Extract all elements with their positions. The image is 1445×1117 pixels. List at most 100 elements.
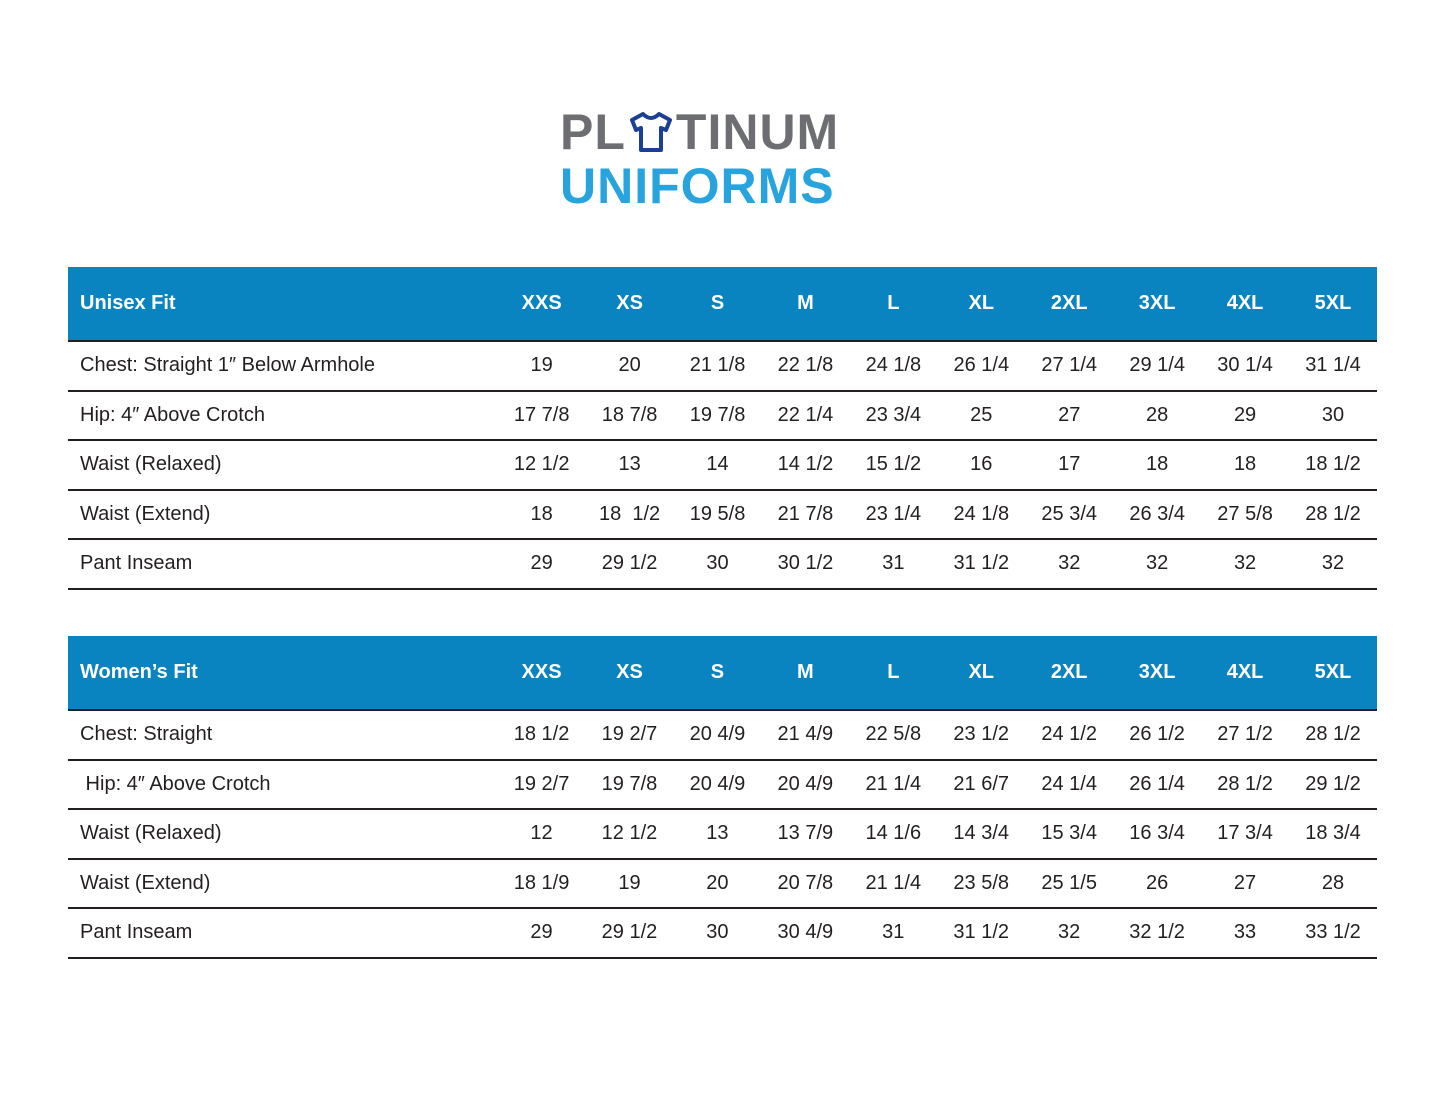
measurement-value: 17 3/4 bbox=[1201, 809, 1290, 860]
measurement-value: 27 1/4 bbox=[1025, 341, 1114, 392]
size-header: 3XL bbox=[1113, 267, 1202, 342]
measurement-label: Chest: Straight bbox=[68, 710, 498, 761]
measurement-value: 20 7/8 bbox=[761, 858, 850, 909]
measurement-value: 29 1/2 bbox=[585, 539, 674, 590]
measurement-value: 31 bbox=[849, 539, 938, 590]
measurement-value: 16 3/4 bbox=[1113, 809, 1202, 860]
measurement-value: 24 1/8 bbox=[937, 489, 1026, 540]
measurement-value: 20 4/9 bbox=[761, 759, 850, 810]
womens-fit-table: Women’s Fit XXS XS S M L XL 2XL 3XL 4XL 5XL Chest: … bbox=[68, 636, 1377, 959]
measurement-value: 32 bbox=[1201, 539, 1290, 590]
logo-line1-end: TINUM bbox=[675, 104, 840, 160]
measurement-value: 24 1/4 bbox=[1025, 759, 1114, 810]
measurement-value: 12 bbox=[497, 809, 586, 860]
measurement-value: 25 bbox=[937, 390, 1026, 441]
measurement-value: 17 7/8 bbox=[497, 390, 586, 441]
measurement-value: 19 5/8 bbox=[673, 489, 762, 540]
measurement-value: 31 1/2 bbox=[937, 539, 1026, 590]
measurement-label: Hip: 4″ Above Crotch bbox=[68, 759, 498, 810]
unisex-fit-table: Unisex Fit XXS XS S M L XL 2XL 3XL 4XL 5XL Chest: S… bbox=[68, 267, 1377, 590]
header-row: Unisex Fit XXS XS S M L XL 2XL 3XL 4XL 5XL bbox=[68, 267, 1377, 342]
measurement-value: 32 bbox=[1289, 539, 1377, 590]
measurement-value: 18 7/8 bbox=[585, 390, 674, 441]
measurement-value: 33 bbox=[1201, 908, 1290, 959]
size-header: XS bbox=[585, 267, 674, 342]
measurement-value: 23 3/4 bbox=[849, 390, 938, 441]
measurement-value: 14 bbox=[673, 440, 762, 491]
size-header: 5XL bbox=[1289, 636, 1377, 711]
measurement-value: 27 bbox=[1201, 858, 1290, 909]
table-row: Chest: Straight 1″ Below Armhole 19 20 21 1… bbox=[68, 341, 1377, 392]
table-row: Waist (Relaxed) 12 12 1/2 13 13 7/9 14 1/6 14 … bbox=[68, 809, 1377, 860]
size-header: 4XL bbox=[1201, 636, 1290, 711]
table-title: Unisex Fit bbox=[68, 267, 498, 342]
measurement-value: 23 5/8 bbox=[937, 858, 1026, 909]
measurement-value: 20 bbox=[585, 341, 674, 392]
measurement-value: 30 bbox=[1289, 390, 1377, 441]
measurement-value: 16 bbox=[937, 440, 1026, 491]
table-row: Pant Inseam 29 29 1/2 30 30 4/9 31 31 1/2 32 32 … bbox=[68, 908, 1377, 959]
table-title: Women’s Fit bbox=[68, 636, 498, 711]
size-header: XL bbox=[937, 636, 1026, 711]
measurement-value: 18 bbox=[1201, 440, 1290, 491]
measurement-label: Waist (Relaxed) bbox=[68, 440, 498, 491]
size-header: M bbox=[761, 636, 850, 711]
table-row: Chest: Straight 18 1/2 19 2/7 20 4/9 21 4/9 2… bbox=[68, 710, 1377, 761]
size-header: 2XL bbox=[1025, 636, 1114, 711]
size-header: XS bbox=[585, 636, 674, 711]
measurement-label: Pant Inseam bbox=[68, 908, 498, 959]
measurement-value: 21 1/8 bbox=[673, 341, 762, 392]
measurement-value: 24 1/8 bbox=[849, 341, 938, 392]
measurement-value: 28 bbox=[1289, 858, 1377, 909]
measurement-value: 28 bbox=[1113, 390, 1202, 441]
size-header: L bbox=[849, 267, 938, 342]
measurement-value: 22 1/4 bbox=[761, 390, 850, 441]
measurement-value: 20 bbox=[673, 858, 762, 909]
logo-line1: PL TINUM bbox=[560, 104, 840, 160]
measurement-value: 12 1/2 bbox=[497, 440, 586, 491]
table-row: Waist (Extend) 18 18 1/2 19 5/8 21 7/8 23 1/4… bbox=[68, 489, 1377, 540]
measurement-value: 30 4/9 bbox=[761, 908, 850, 959]
size-header: XXS bbox=[497, 267, 586, 342]
measurement-value: 22 1/8 bbox=[761, 341, 850, 392]
measurement-value: 20 4/9 bbox=[673, 710, 762, 761]
size-header: 3XL bbox=[1113, 636, 1202, 711]
size-header: XL bbox=[937, 267, 1026, 342]
measurement-value: 14 1/6 bbox=[849, 809, 938, 860]
measurement-value: 19 2/7 bbox=[497, 759, 586, 810]
measurement-value: 26 1/2 bbox=[1113, 710, 1202, 761]
measurement-value: 28 1/2 bbox=[1201, 759, 1290, 810]
measurement-value: 21 4/9 bbox=[761, 710, 850, 761]
size-header: 5XL bbox=[1289, 267, 1377, 342]
size-header: S bbox=[673, 636, 762, 711]
measurement-value: 12 1/2 bbox=[585, 809, 674, 860]
measurement-value: 26 bbox=[1113, 858, 1202, 909]
measurement-value: 13 7/9 bbox=[761, 809, 850, 860]
measurement-value: 32 bbox=[1025, 539, 1114, 590]
measurement-value: 29 1/2 bbox=[1289, 759, 1377, 810]
measurement-value: 21 1/4 bbox=[849, 858, 938, 909]
measurement-value: 29 bbox=[1201, 390, 1290, 441]
size-header: XXS bbox=[497, 636, 586, 711]
measurement-value: 30 bbox=[673, 539, 762, 590]
measurement-label: Waist (Extend) bbox=[68, 858, 498, 909]
measurement-value: 29 bbox=[497, 908, 586, 959]
measurement-value: 28 1/2 bbox=[1289, 489, 1377, 540]
measurement-value: 27 bbox=[1025, 390, 1114, 441]
measurement-value: 18 3/4 bbox=[1289, 809, 1377, 860]
measurement-label: Hip: 4″ Above Crotch bbox=[68, 390, 498, 441]
measurement-value: 31 1/4 bbox=[1289, 341, 1377, 392]
measurement-value: 19 7/8 bbox=[673, 390, 762, 441]
measurement-value: 20 4/9 bbox=[673, 759, 762, 810]
measurement-value: 30 bbox=[673, 908, 762, 959]
measurement-value: 17 bbox=[1025, 440, 1114, 491]
measurement-value: 21 7/8 bbox=[761, 489, 850, 540]
measurement-value: 21 1/4 bbox=[849, 759, 938, 810]
measurement-value: 32 bbox=[1113, 539, 1202, 590]
measurement-value: 15 3/4 bbox=[1025, 809, 1114, 860]
measurement-value: 29 bbox=[497, 539, 586, 590]
measurement-value: 27 1/2 bbox=[1201, 710, 1290, 761]
measurement-value: 23 1/4 bbox=[849, 489, 938, 540]
measurement-value: 31 1/2 bbox=[937, 908, 1026, 959]
logo-line2: UNIFORMS bbox=[560, 158, 835, 214]
